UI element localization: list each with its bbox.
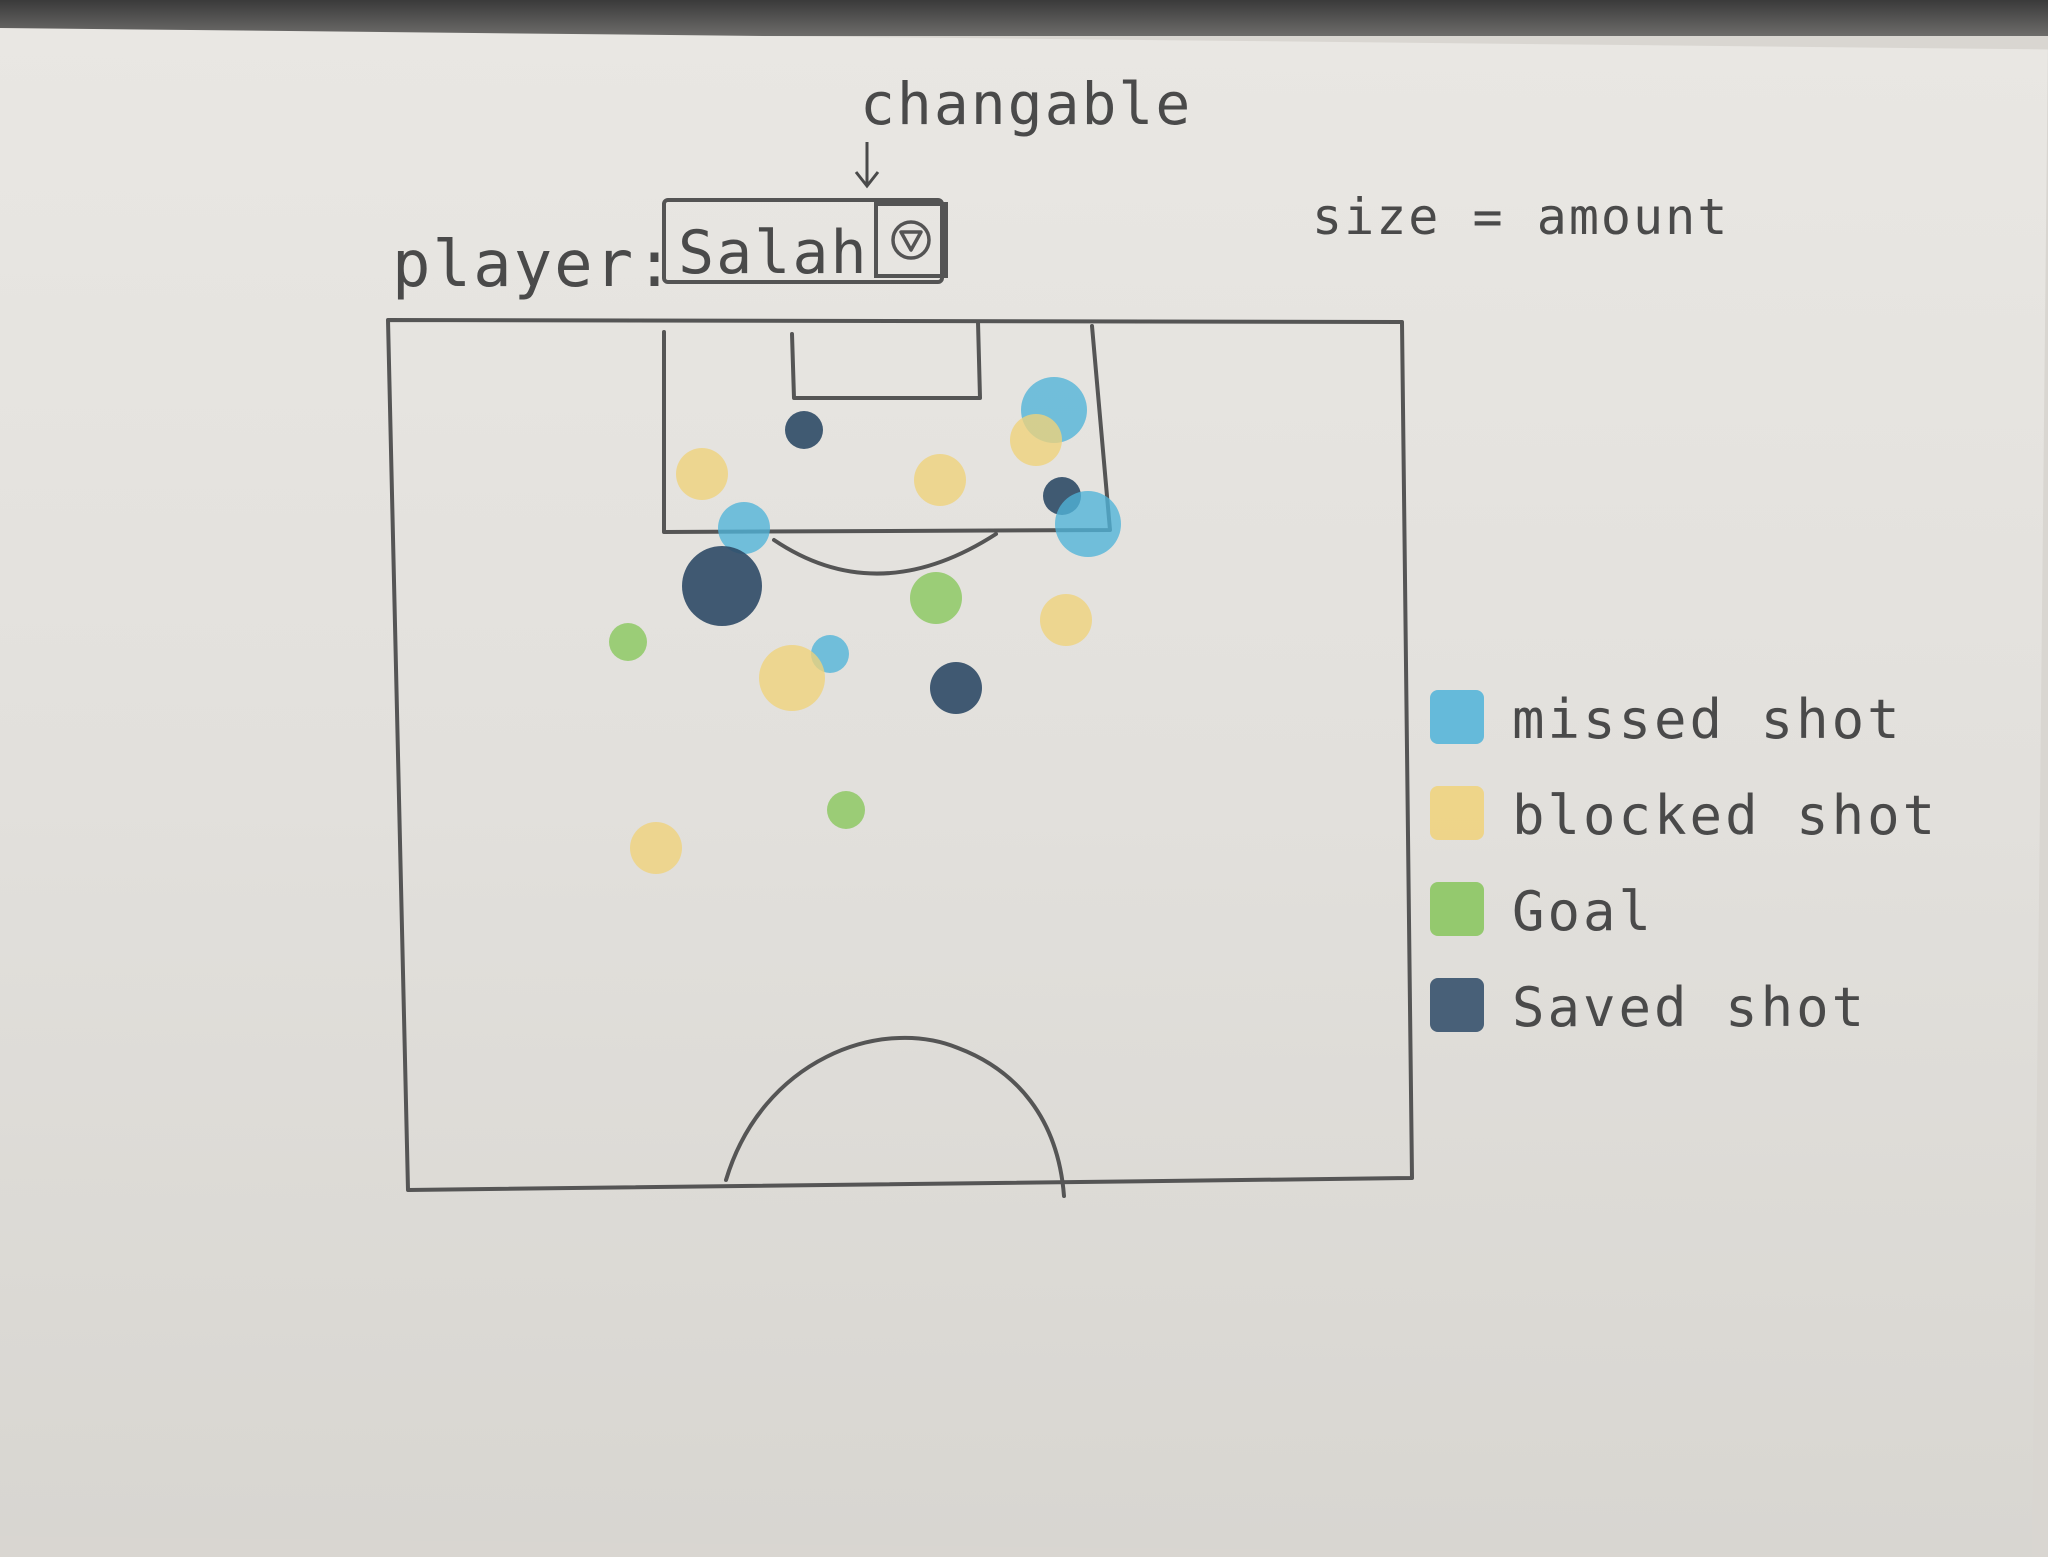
legend-item-goal: Goal [1430, 876, 1950, 946]
shot-marker-goal [910, 572, 962, 624]
changable-annotation: changable [860, 70, 1193, 138]
legend-label-goal: Goal [1512, 880, 1655, 943]
legend-label-missed: missed shot [1512, 688, 1903, 751]
shot-marker-missed [1055, 491, 1121, 557]
shot-marker-blocked [759, 645, 825, 711]
shot-marker-saved [682, 546, 762, 626]
shot-marker-blocked [1040, 594, 1092, 646]
goal-area [790, 320, 982, 400]
legend-item-saved: Saved shot [1430, 972, 1950, 1042]
size-legend-note: size = amount [1312, 188, 1730, 246]
missed-swatch [1430, 690, 1484, 744]
dropdown-button[interactable] [874, 202, 948, 278]
shot-marker-saved [785, 411, 823, 449]
shot-marker-blocked [914, 454, 966, 506]
shot-marker-blocked [1010, 414, 1062, 466]
shot-marker-missed [718, 502, 770, 554]
penalty-arc [772, 532, 998, 576]
legend-label-blocked: blocked shot [1512, 784, 1939, 847]
blocked-swatch [1430, 786, 1484, 840]
chevron-down-icon [891, 220, 931, 260]
legend-label-saved: Saved shot [1512, 976, 1868, 1039]
shots-layer [609, 377, 1121, 874]
legend-item-blocked: blocked shot [1430, 780, 1950, 850]
center-circle [724, 1035, 1066, 1198]
shot-marker-blocked [630, 822, 682, 874]
arrow-down-icon [854, 142, 880, 189]
legend: missed shot blocked shot Goal Saved shot [1430, 684, 1950, 1068]
shot-marker-goal [827, 791, 865, 829]
legend-item-missed: missed shot [1430, 684, 1950, 754]
shot-marker-saved [930, 662, 982, 714]
player-select-value[interactable]: Salah [678, 218, 869, 288]
shot-marker-goal [609, 623, 647, 661]
player-select[interactable] [662, 198, 944, 284]
photo-background [0, 0, 2048, 36]
goal-swatch [1430, 882, 1484, 936]
saved-swatch [1430, 978, 1484, 1032]
shot-marker-blocked [676, 448, 728, 500]
player-label: player: [392, 228, 676, 302]
penalty-box [662, 324, 1112, 534]
pitch-outline [386, 318, 1414, 1192]
